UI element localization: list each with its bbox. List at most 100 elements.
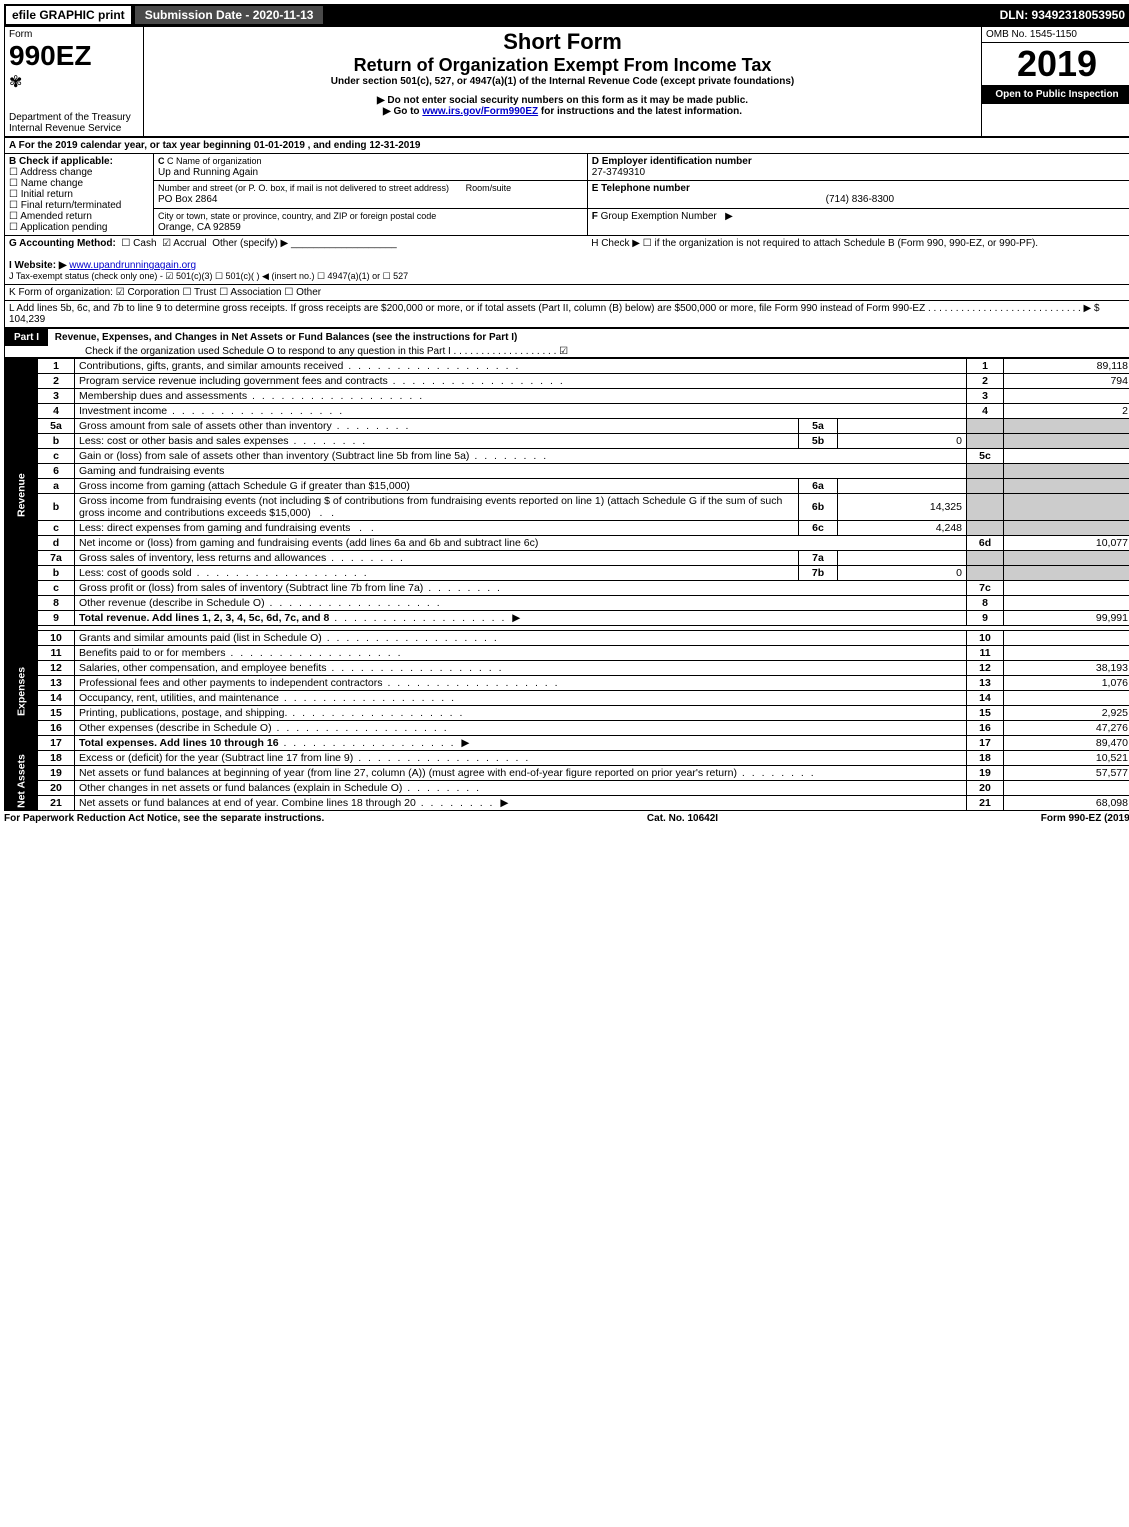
line-12-rnum: 12: [967, 661, 1004, 676]
line-7c-val: [1004, 581, 1129, 596]
d-label: D Employer identification number: [592, 156, 752, 167]
org-city: Orange, CA 92859: [158, 222, 241, 233]
h-line: H Check ▶ ☐ if the organization is not r…: [591, 238, 1038, 249]
g-other[interactable]: Other (specify) ▶: [212, 238, 288, 249]
goto-link[interactable]: ▶ Go to www.irs.gov/Form990EZ for instru…: [148, 106, 977, 117]
line-20-val: [1004, 781, 1129, 796]
line-5a-boxval: [838, 419, 967, 434]
tax-year: 2019: [982, 43, 1129, 85]
line-21-rnum: 21: [967, 796, 1004, 811]
line-6a-text: Gross income from gaming (attach Schedul…: [79, 480, 410, 492]
c-name-label: C C Name of organization: [158, 156, 262, 166]
line-18-val: 10,521: [1004, 751, 1129, 766]
b-amended[interactable]: ☐ Amended return: [9, 211, 92, 222]
line-a: A For the 2019 calendar year, or tax yea…: [5, 138, 1129, 154]
b-final-return[interactable]: ☐ Final return/terminated: [9, 200, 121, 211]
line-18-num: 18: [38, 751, 75, 766]
b-address-change[interactable]: ☐ Address change: [9, 167, 92, 178]
line-8-rnum: 8: [967, 596, 1004, 611]
line-5b-boxval: 0: [838, 434, 967, 449]
line-13-rnum: 13: [967, 676, 1004, 691]
line-18-rnum: 18: [967, 751, 1004, 766]
line-5b-box: 5b: [799, 434, 838, 449]
omb: OMB No. 1545-1150: [982, 27, 1129, 43]
line-6a-shade2: [1004, 479, 1129, 494]
line-18-text: Excess or (deficit) for the year (Subtra…: [79, 752, 353, 764]
line-2-rnum: 2: [967, 374, 1004, 389]
efile-print-label[interactable]: efile GRAPHIC print: [6, 6, 131, 24]
line-6c-shade2: [1004, 521, 1129, 536]
c-room-label: Room/suite: [466, 183, 512, 193]
b-initial-return[interactable]: ☐ Initial return: [9, 189, 73, 200]
line-4-text: Investment income: [79, 405, 167, 417]
line-5c-val: [1004, 449, 1129, 464]
line-4-rnum: 4: [967, 404, 1004, 419]
line-7a-shade: [967, 551, 1004, 566]
line-6b-boxval: 14,325: [838, 494, 967, 521]
line-2-num: 2: [38, 374, 75, 389]
line-7b-boxval: 0: [838, 566, 967, 581]
line-7c-num: c: [38, 581, 75, 596]
line-6a-shade: [967, 479, 1004, 494]
e-label: E Telephone number: [592, 183, 690, 194]
footer-right: Form 990-EZ (2019): [1041, 813, 1129, 824]
line-5c-text: Gain or (loss) from sale of assets other…: [79, 450, 469, 462]
do-not-enter: ▶ Do not enter social security numbers o…: [148, 95, 977, 106]
line-8-num: 8: [38, 596, 75, 611]
line-14-val: [1004, 691, 1129, 706]
line-3-rnum: 3: [967, 389, 1004, 404]
line-6-num: 6: [38, 464, 75, 479]
line-10-val: [1004, 631, 1129, 646]
line-12-num: 12: [38, 661, 75, 676]
line-6b-shade2: [1004, 494, 1129, 521]
line-5b-shade2: [1004, 434, 1129, 449]
line-5a-num: 5a: [38, 419, 75, 434]
irs-gov-link[interactable]: www.irs.gov/Form990EZ: [422, 106, 538, 117]
g-accrual[interactable]: ☑ Accrual: [162, 238, 207, 249]
g-cash[interactable]: ☐ Cash: [121, 238, 156, 249]
line-5c-rnum: 5c: [967, 449, 1004, 464]
line-17-text: Total expenses. Add lines 10 through 16: [79, 737, 279, 749]
line-7b-box: 7b: [799, 566, 838, 581]
line-14-num: 14: [38, 691, 75, 706]
part1-heading: Revenue, Expenses, and Changes in Net As…: [51, 330, 522, 345]
f-label: F Group Exemption Number ▶: [592, 211, 733, 222]
line-3-val: [1004, 389, 1129, 404]
line-17-rnum: 17: [967, 736, 1004, 751]
top-bar: efile GRAPHIC print Submission Date - 20…: [4, 4, 1129, 26]
line-6c-shade: [967, 521, 1004, 536]
line-5b-text: Less: cost or other basis and sales expe…: [79, 435, 289, 447]
dln: DLN: 93492318053950: [1000, 8, 1129, 22]
line-5b-shade: [967, 434, 1004, 449]
under-section: Under section 501(c), 527, or 4947(a)(1)…: [148, 76, 977, 87]
line-6d-val: 10,077: [1004, 536, 1129, 551]
line-16-val: 47,276: [1004, 721, 1129, 736]
line-11-rnum: 11: [967, 646, 1004, 661]
line-16-num: 16: [38, 721, 75, 736]
line-6a-box: 6a: [799, 479, 838, 494]
line-6b-text: Gross income from fundraising events (no…: [79, 495, 782, 519]
b-application-pending[interactable]: ☐ Application pending: [9, 222, 108, 233]
line-14-text: Occupancy, rent, utilities, and maintena…: [79, 692, 279, 704]
line-12-text: Salaries, other compensation, and employ…: [79, 662, 326, 674]
line-9-text: Total revenue. Add lines 1, 2, 3, 4, 5c,…: [79, 612, 329, 624]
line-6-shade: [967, 464, 1004, 479]
identity-table: A For the 2019 calendar year, or tax yea…: [4, 137, 1129, 328]
line-7a-boxval: [838, 551, 967, 566]
line-20-text: Other changes in net assets or fund bala…: [79, 782, 402, 794]
line-7b-shade2: [1004, 566, 1129, 581]
line-2-text: Program service revenue including govern…: [79, 375, 388, 387]
line-6a-boxval: [838, 479, 967, 494]
line-17-val: 89,470: [1004, 736, 1129, 751]
g-label: G Accounting Method:: [9, 238, 116, 249]
line-7c-text: Gross profit or (loss) from sales of inv…: [79, 582, 423, 594]
website-link[interactable]: www.upandrunningagain.org: [69, 260, 196, 271]
b-name-change[interactable]: ☐ Name change: [9, 178, 83, 189]
line-16-rnum: 16: [967, 721, 1004, 736]
line-5a-shade2: [1004, 419, 1129, 434]
line-10-text: Grants and similar amounts paid (list in…: [79, 632, 322, 644]
line-13-text: Professional fees and other payments to …: [79, 677, 383, 689]
c-city-label: City or town, state or province, country…: [158, 211, 436, 221]
revenue-section-label: Revenue: [5, 359, 38, 631]
b-label: B Check if applicable:: [9, 156, 113, 167]
